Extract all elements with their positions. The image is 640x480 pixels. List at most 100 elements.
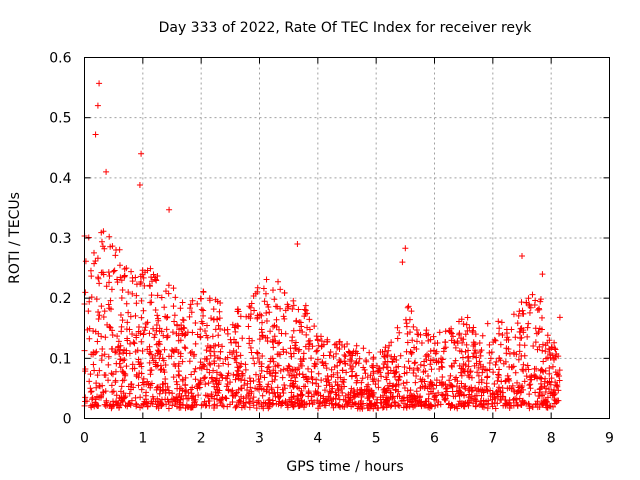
y-tick-label: 0.2 [49,291,71,307]
data-point [393,381,400,388]
data-point [488,349,495,356]
data-point [205,393,212,400]
data-point [156,355,163,362]
data-point [380,364,387,371]
data-point [298,323,305,330]
data-point [176,372,183,379]
y-tick-label: 0.6 [49,51,71,67]
data-point [192,319,199,326]
data-point [223,395,230,402]
data-point [354,391,361,398]
data-point [154,312,161,319]
data-point [160,357,167,364]
data-point [253,405,260,412]
data-point [274,389,281,396]
data-point [127,340,134,347]
data-point [165,405,172,412]
data-point [526,391,533,398]
data-point [130,384,137,391]
data-point [458,372,465,379]
data-point [469,387,476,394]
data-point [210,367,217,374]
data-point [436,329,443,336]
data-point [396,402,403,409]
y-tick-label: 0.5 [49,111,71,127]
data-point [194,300,201,307]
data-point [556,314,563,321]
data-point [255,376,262,383]
data-point [92,131,99,138]
data-point [358,379,365,386]
data-point [461,383,468,390]
data-point [117,312,124,319]
data-point [344,341,351,348]
data-point [239,335,246,342]
data-point [127,313,134,320]
data-point [332,400,339,407]
data-point [84,326,91,333]
data-point [93,384,100,391]
data-point [148,274,155,281]
data-point [280,346,287,353]
data-point [191,351,198,358]
data-point [532,389,539,396]
data-point [544,380,551,387]
data-point [548,375,555,382]
data-point [154,292,161,299]
data-point [532,339,539,346]
data-point [452,357,459,364]
data-point [244,380,251,387]
data-point [217,348,224,355]
data-point [364,374,371,381]
data-point [512,334,519,341]
data-point [417,384,424,391]
data-point [299,371,306,378]
data-point [521,378,528,385]
data-point [462,331,469,338]
data-point [266,309,273,316]
data-point [362,370,369,377]
data-point [289,305,296,312]
data-point [552,390,559,397]
data-point [133,300,140,307]
data-point [512,369,519,376]
data-point [472,341,479,348]
data-point [369,363,376,370]
data-point [266,389,273,396]
data-point [218,396,225,403]
data-point [334,382,341,389]
data-point [524,333,531,340]
data-point [464,368,471,375]
data-point [105,301,112,308]
data-point [98,238,105,245]
data-point [349,363,356,370]
data-point [149,355,156,362]
data-point [357,399,364,406]
data-point [353,342,360,349]
data-point [289,381,296,388]
data-point [322,402,329,409]
data-point [299,328,306,335]
data-point [527,385,534,392]
data-point [483,380,490,387]
data-point [515,356,522,363]
data-point [341,343,348,350]
data-point [494,400,501,407]
data-point [537,385,544,392]
data-point [211,352,218,359]
data-point [439,356,446,363]
data-point [352,350,359,357]
data-point [454,405,461,412]
data-point [242,366,249,373]
data-point [177,337,184,344]
data-point [494,377,501,384]
data-point [363,357,370,364]
data-point [296,346,303,353]
x-tick-label: 3 [255,431,264,447]
x-tick-label: 2 [197,431,206,447]
data-point [454,340,461,347]
data-point [211,401,218,408]
x-tick-label: 8 [547,431,556,447]
data-point [295,364,302,371]
data-point [404,304,411,311]
